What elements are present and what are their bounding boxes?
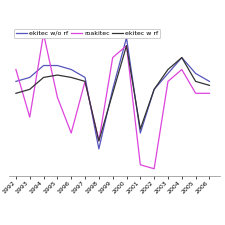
ekitec w rf xyxy=(153,88,155,91)
ekitec w/o rf xyxy=(180,56,183,59)
roakitec xyxy=(28,116,31,119)
ekitec w rf xyxy=(84,80,86,83)
roakitec xyxy=(56,96,59,99)
ekitec w rf xyxy=(111,92,114,95)
ekitec w/o rf xyxy=(208,80,211,83)
ekitec w/o rf xyxy=(70,68,72,71)
ekitec w/o rf xyxy=(15,80,17,83)
ekitec w/o rf xyxy=(42,64,45,67)
roakitec xyxy=(208,92,211,95)
ekitec w/o rf xyxy=(56,64,59,67)
ekitec w/o rf xyxy=(97,148,100,150)
roakitec xyxy=(70,132,72,134)
roakitec xyxy=(84,80,86,83)
ekitec w/o rf xyxy=(125,36,128,39)
ekitec w rf xyxy=(194,80,197,83)
ekitec w/o rf xyxy=(139,132,142,134)
ekitec w rf xyxy=(180,56,183,59)
roakitec xyxy=(180,68,183,71)
ekitec w rf xyxy=(97,140,100,142)
roakitec xyxy=(139,163,142,166)
roakitec xyxy=(42,32,45,35)
ekitec w rf xyxy=(28,88,31,91)
roakitec xyxy=(167,80,169,83)
ekitec w rf xyxy=(15,92,17,95)
Line: ekitec w/o rf: ekitec w/o rf xyxy=(16,38,209,149)
roakitec xyxy=(15,68,17,71)
ekitec w rf xyxy=(208,84,211,87)
ekitec w/o rf xyxy=(194,72,197,75)
roakitec xyxy=(194,92,197,95)
ekitec w/o rf xyxy=(84,76,86,79)
roakitec xyxy=(153,167,155,170)
roakitec xyxy=(125,44,128,47)
ekitec w rf xyxy=(42,76,45,79)
Line: ekitec w rf: ekitec w rf xyxy=(16,46,209,141)
ekitec w/o rf xyxy=(153,88,155,91)
roakitec xyxy=(111,56,114,59)
ekitec w/o rf xyxy=(167,72,169,75)
roakitec xyxy=(97,140,100,142)
ekitec w rf xyxy=(70,76,72,79)
Legend: ekitec w/o rf, roakitec, ekitec w rf: ekitec w/o rf, roakitec, ekitec w rf xyxy=(14,29,160,38)
ekitec w rf xyxy=(125,44,128,47)
ekitec w rf xyxy=(139,128,142,130)
ekitec w/o rf xyxy=(28,76,31,79)
ekitec w rf xyxy=(167,68,169,71)
ekitec w rf xyxy=(56,74,59,76)
ekitec w/o rf xyxy=(111,88,114,91)
Line: roakitec: roakitec xyxy=(16,34,209,169)
